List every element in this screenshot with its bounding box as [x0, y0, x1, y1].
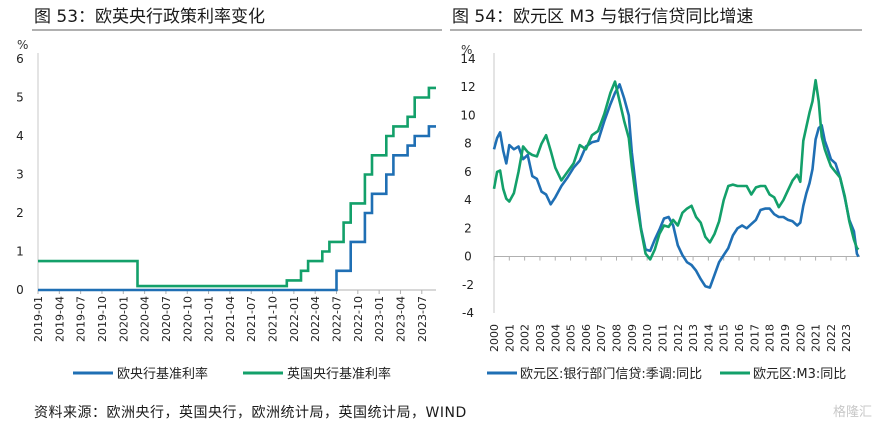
- series-line-2: [492, 78, 860, 261]
- y-tick-label: 0: [16, 283, 24, 297]
- x-tick-label: 2012: [672, 324, 685, 352]
- chart1-title-underline: [32, 29, 442, 31]
- x-tick-label: 2002: [519, 324, 532, 352]
- x-tick-label: 2019-01: [32, 296, 45, 342]
- y-tick-label: 10: [460, 108, 475, 122]
- x-tick-label: 2019-10: [96, 296, 109, 342]
- x-tick-label: 2021-01: [203, 296, 216, 342]
- y-unit-label: %: [17, 38, 28, 52]
- x-tick-label: 2022-04: [309, 296, 322, 342]
- watermark: 格隆汇: [832, 405, 872, 420]
- x-tick-label: 2010: [641, 324, 654, 352]
- policy-rate-chart: % 0 1 2 3 4 5 6 2019-01 2019-04 2019-07 2019-10 2020…: [16, 38, 436, 382]
- x-tick-label: 2021-04: [224, 296, 237, 342]
- x-tick-label: 2022-07: [331, 296, 344, 342]
- y-tick-label: 4: [16, 129, 24, 143]
- x-tick-label: 2021: [810, 324, 823, 352]
- x-tick-label: 2001: [503, 324, 516, 352]
- y-unit-label: %: [461, 43, 472, 57]
- y-tick-label: 2: [16, 206, 24, 220]
- x-tick-label: 2016: [733, 324, 746, 352]
- legend-label-1: 欧央行基准利率: [117, 366, 208, 382]
- x-tick-label: 2005: [565, 324, 578, 352]
- x-tick-label: 2019: [779, 324, 792, 352]
- x-tick-label: 2018: [764, 324, 777, 352]
- y-tick-label: 1: [16, 245, 24, 259]
- x-tick-label: 2003: [534, 324, 547, 352]
- y-tick-label: 6: [16, 52, 24, 66]
- y-tick-label: 8: [464, 137, 472, 151]
- x-tick-label: 2023-07: [416, 296, 429, 342]
- y-tick-label: -4: [462, 306, 474, 320]
- y-tick-label: 0: [464, 250, 472, 264]
- x-tick-label: 2020-10: [181, 296, 194, 342]
- x-tick-label: 2023-04: [394, 296, 407, 342]
- y-tick-label: 12: [460, 80, 475, 94]
- y-tick-label: -2: [462, 278, 474, 292]
- series-line-2: [38, 86, 436, 288]
- legend-label-1: 欧元区:银行部门信贷:季调:同比: [520, 367, 702, 382]
- x-tick-label: 2011: [656, 324, 669, 352]
- legend-label-2: 欧元区:M3:同比: [753, 367, 846, 382]
- y-tick-label: 14: [460, 52, 475, 66]
- chart2-title-underline: [450, 29, 862, 31]
- m3-credit-chart: % -4 -2 0 2 4 6 8 10 12 14 2000 2001 2002 2003 2004 2005…: [460, 43, 860, 382]
- y-tick-label: 6: [464, 165, 472, 179]
- x-tick-label: 2022-01: [288, 296, 301, 342]
- x-tick-label: 2000: [488, 324, 501, 352]
- x-tick-label: 2023: [840, 324, 853, 352]
- x-tick-label: 2019-07: [75, 296, 88, 342]
- legend-label-2: 英国央行基准利率: [287, 366, 391, 382]
- x-tick-label: 2020-01: [117, 296, 130, 342]
- x-tick-label: 2022: [825, 324, 838, 352]
- y-tick-label: 2: [464, 221, 472, 235]
- x-tick-label: 2021-10: [267, 296, 280, 342]
- chart2-title: 图 54：欧元区 M3 与银行信贷同比增速: [452, 7, 754, 27]
- x-tick-label: 2022-10: [352, 296, 365, 342]
- chart1-title: 图 53：欧英央行政策利率变化: [34, 7, 266, 27]
- y-tick-label: 4: [464, 193, 472, 207]
- x-tick-label: 2014: [702, 324, 715, 352]
- x-tick-label: 2021-07: [245, 296, 258, 342]
- x-tick-label: 2008: [611, 324, 624, 352]
- x-tick-label: 2020: [794, 324, 807, 352]
- series-line-1: [38, 125, 436, 292]
- x-tick-label: 2019-04: [53, 296, 66, 342]
- x-tick-label: 2023-01: [373, 296, 386, 342]
- series-line-1: [492, 83, 860, 289]
- x-tick-label: 2017: [748, 324, 761, 352]
- y-tick-label: 3: [16, 168, 24, 182]
- x-tick-label: 2006: [580, 324, 593, 352]
- x-tick-label: 2020-07: [160, 296, 173, 342]
- x-tick-label: 2007: [595, 324, 608, 352]
- x-tick-label: 2015: [718, 324, 731, 352]
- x-tick-label: 2020-04: [139, 296, 152, 342]
- source-note: 资料来源：欧洲央行，英国央行，欧洲统计局，英国统计局，WIND: [34, 405, 467, 421]
- x-tick-label: 2009: [626, 324, 639, 352]
- x-tick-label: 2013: [687, 324, 700, 352]
- x-tick-label: 2004: [549, 324, 562, 352]
- y-tick-label: 5: [16, 91, 24, 105]
